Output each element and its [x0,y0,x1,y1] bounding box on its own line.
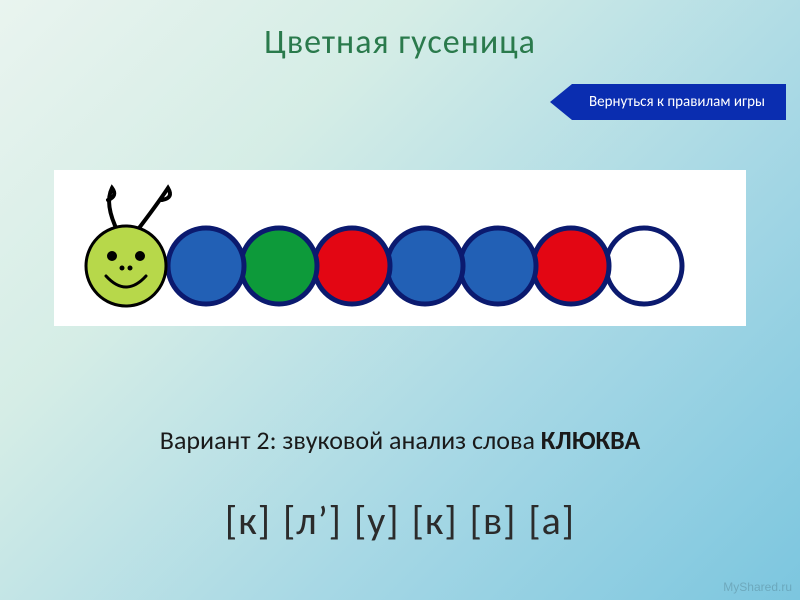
variant-word: КЛЮКВА [541,424,640,456]
phoneme: [к] [412,496,458,545]
slide: Цветная гусеница Вернуться к правилам иг… [0,0,800,600]
caterpillar-segment [460,228,536,304]
caterpillar-svg [54,170,746,326]
back-button-label: Вернуться к правилам игры [572,84,786,120]
phoneme: [к] [225,496,271,545]
caterpillar-head [86,226,166,306]
phonemes-row: [к] [л’] [у] [к] [в][а] [0,496,800,545]
watermark: MyShared.ru [723,580,792,594]
caterpillar-panel [54,170,746,326]
caterpillar-segment [606,228,682,304]
caterpillar-segment [533,228,609,304]
caterpillar-segment [314,228,390,304]
caterpillar-segment [241,228,317,304]
phoneme: [в] [470,496,517,545]
phoneme: [л’] [283,496,342,545]
variant-prefix: Вариант 2: звуковой анализ слова [160,424,541,456]
arrow-left-icon [550,84,572,120]
phoneme: [у] [354,496,400,545]
caterpillar-segment [168,228,244,304]
caterpillar-segment [387,228,463,304]
variant-text: Вариант 2: звуковой анализ слова КЛЮКВА [0,424,800,456]
page-title: Цветная гусеница [0,22,800,63]
back-to-rules-button[interactable]: Вернуться к правилам игры [550,84,786,120]
phoneme: [а] [528,496,575,545]
